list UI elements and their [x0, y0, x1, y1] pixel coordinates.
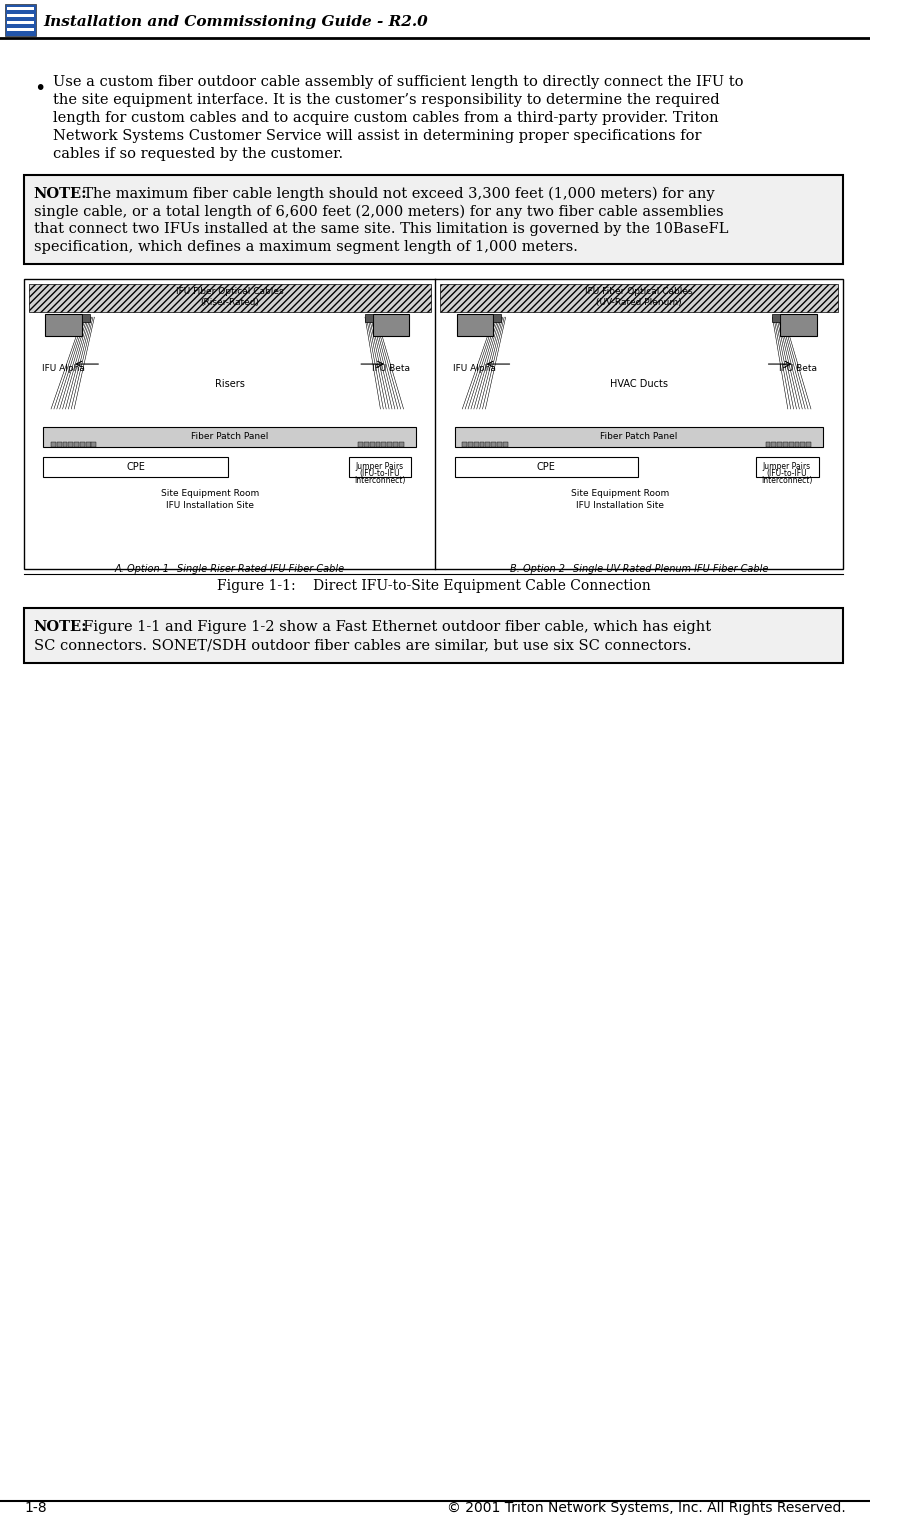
Text: Risers: Risers	[215, 379, 244, 390]
Text: single cable, or a total length of 6,600 feet (2,000 meters) for any two fiber c: single cable, or a total length of 6,600…	[33, 205, 723, 218]
Bar	[399, 441, 403, 447]
Bar	[496, 441, 502, 447]
Text: length for custom cables and to acquire custom cables from a third-party provide: length for custom cables and to acquire …	[53, 111, 718, 124]
Text: (IFU-to-IFU: (IFU-to-IFU	[766, 468, 806, 478]
Bar	[771, 314, 779, 323]
Bar	[43, 428, 416, 447]
Text: Use a custom fiber outdoor cable assembly of sufficient length to directly conne: Use a custom fiber outdoor cable assembl…	[53, 74, 742, 89]
Bar	[62, 441, 68, 447]
Text: •: •	[33, 79, 45, 99]
Text: Site Equipment Room: Site Equipment Room	[161, 488, 259, 497]
Bar	[770, 441, 776, 447]
Bar	[492, 314, 501, 323]
Text: Network Systems Customer Service will assist in determining proper specification: Network Systems Customer Service will as…	[53, 129, 701, 143]
Text: NOTE:: NOTE:	[33, 620, 87, 634]
Bar	[45, 314, 82, 337]
Text: the site equipment interface. It is the customer’s responsibility to determine t: the site equipment interface. It is the …	[53, 92, 719, 106]
Text: IFU Installation Site: IFU Installation Site	[575, 500, 663, 509]
Bar	[392, 441, 397, 447]
Text: SC connectors. SONET/SDH outdoor fiber cables are similar, but use six SC connec: SC connectors. SONET/SDH outdoor fiber c…	[33, 638, 690, 652]
Bar	[6, 14, 33, 17]
Bar	[57, 441, 61, 447]
Bar	[80, 441, 85, 447]
Bar	[74, 441, 78, 447]
Bar	[788, 441, 793, 447]
Bar	[86, 441, 90, 447]
Bar	[82, 314, 89, 323]
Text: IFU Beta: IFU Beta	[778, 364, 816, 373]
Bar	[782, 441, 787, 447]
Text: Fiber Patch Panel: Fiber Patch Panel	[600, 432, 677, 441]
Bar	[381, 441, 386, 447]
Text: HVAC Ducts: HVAC Ducts	[610, 379, 667, 390]
Bar	[439, 285, 837, 312]
Text: Interconnect): Interconnect)	[760, 476, 812, 485]
Bar	[467, 441, 473, 447]
Bar	[479, 441, 483, 447]
Text: Fiber Patch Panel: Fiber Patch Panel	[191, 432, 268, 441]
Text: Jumper Pairs: Jumper Pairs	[762, 462, 810, 471]
Bar	[456, 314, 492, 337]
Bar	[777, 441, 781, 447]
FancyBboxPatch shape	[24, 174, 842, 264]
Bar	[364, 441, 369, 447]
Text: A. Option 1 –Single Riser-Rated IFU Fiber Cable: A. Option 1 –Single Riser-Rated IFU Fibe…	[115, 564, 345, 573]
Bar	[348, 456, 410, 476]
Bar	[755, 456, 818, 476]
Text: Figure 1-1:    Direct IFU-to-Site Equipment Cable Connection: Figure 1-1: Direct IFU-to-Site Equipment…	[216, 579, 649, 593]
Text: © 2001 Triton Network Systems, Inc. All Rights Reserved.: © 2001 Triton Network Systems, Inc. All …	[446, 1501, 844, 1514]
Text: that connect two IFUs installed at the same site. This limitation is governed by: that connect two IFUs installed at the s…	[33, 223, 727, 236]
Text: specification, which defines a maximum segment length of 1,000 meters.: specification, which defines a maximum s…	[33, 241, 577, 255]
Bar	[91, 441, 97, 447]
Text: cables if so requested by the customer.: cables if so requested by the customer.	[53, 147, 343, 161]
Text: IFU Alpha: IFU Alpha	[42, 364, 85, 373]
Text: NOTE:: NOTE:	[33, 186, 87, 200]
Bar	[29, 285, 430, 312]
Bar	[502, 441, 507, 447]
Bar	[474, 441, 478, 447]
Text: (IFU-to-IFU: (IFU-to-IFU	[359, 468, 400, 478]
Bar	[805, 441, 810, 447]
Bar	[370, 441, 374, 447]
Bar	[6, 27, 33, 30]
Text: Installation and Commissioning Guide - R2.0: Installation and Commissioning Guide - R…	[43, 15, 428, 29]
Text: Interconnect): Interconnect)	[354, 476, 405, 485]
Bar	[43, 456, 228, 476]
Bar	[373, 314, 409, 337]
Bar	[765, 441, 769, 447]
Text: IFU Fiber Optical Cables
(UV-Rated Plenum): IFU Fiber Optical Cables (UV-Rated Plenu…	[584, 287, 692, 306]
Bar	[387, 441, 391, 447]
Bar	[6, 8, 33, 11]
Bar	[69, 441, 73, 447]
Text: CPE: CPE	[536, 462, 555, 471]
Text: IFU Beta: IFU Beta	[372, 364, 410, 373]
Bar	[24, 279, 842, 568]
Text: The maximum fiber cable length should not exceed 3,300 feet (1,000 meters) for a: The maximum fiber cable length should no…	[74, 186, 714, 202]
Text: CPE: CPE	[126, 462, 145, 471]
Bar	[779, 314, 815, 337]
Text: 1-8: 1-8	[24, 1501, 47, 1514]
Bar	[0, 0, 869, 38]
Text: Jumper Pairs: Jumper Pairs	[355, 462, 403, 471]
Text: IFU Alpha: IFU Alpha	[453, 364, 496, 373]
Bar	[51, 441, 56, 447]
Bar	[454, 428, 823, 447]
Bar	[794, 441, 798, 447]
Text: Figure 1-1 and Figure 1-2 show a Fast Ethernet outdoor fiber cable, which has ei: Figure 1-1 and Figure 1-2 show a Fast Et…	[74, 620, 711, 634]
Bar	[358, 441, 363, 447]
Bar	[454, 456, 637, 476]
FancyBboxPatch shape	[24, 608, 842, 664]
Bar	[5, 5, 35, 36]
Bar	[6, 21, 33, 24]
Bar	[364, 314, 373, 323]
Bar	[485, 441, 490, 447]
Bar	[491, 441, 495, 447]
Text: IFU Fiber Optical Cables
(Riser-Rated): IFU Fiber Optical Cables (Riser-Rated)	[176, 287, 283, 306]
Bar	[375, 441, 380, 447]
Text: B. Option 2 –Single UV-Rated Plenum IFU Fiber Cable: B. Option 2 –Single UV-Rated Plenum IFU …	[510, 564, 768, 573]
Text: IFU Installation Site: IFU Installation Site	[166, 500, 254, 509]
Bar	[462, 441, 466, 447]
Text: Site Equipment Room: Site Equipment Room	[570, 488, 668, 497]
Bar	[799, 441, 805, 447]
